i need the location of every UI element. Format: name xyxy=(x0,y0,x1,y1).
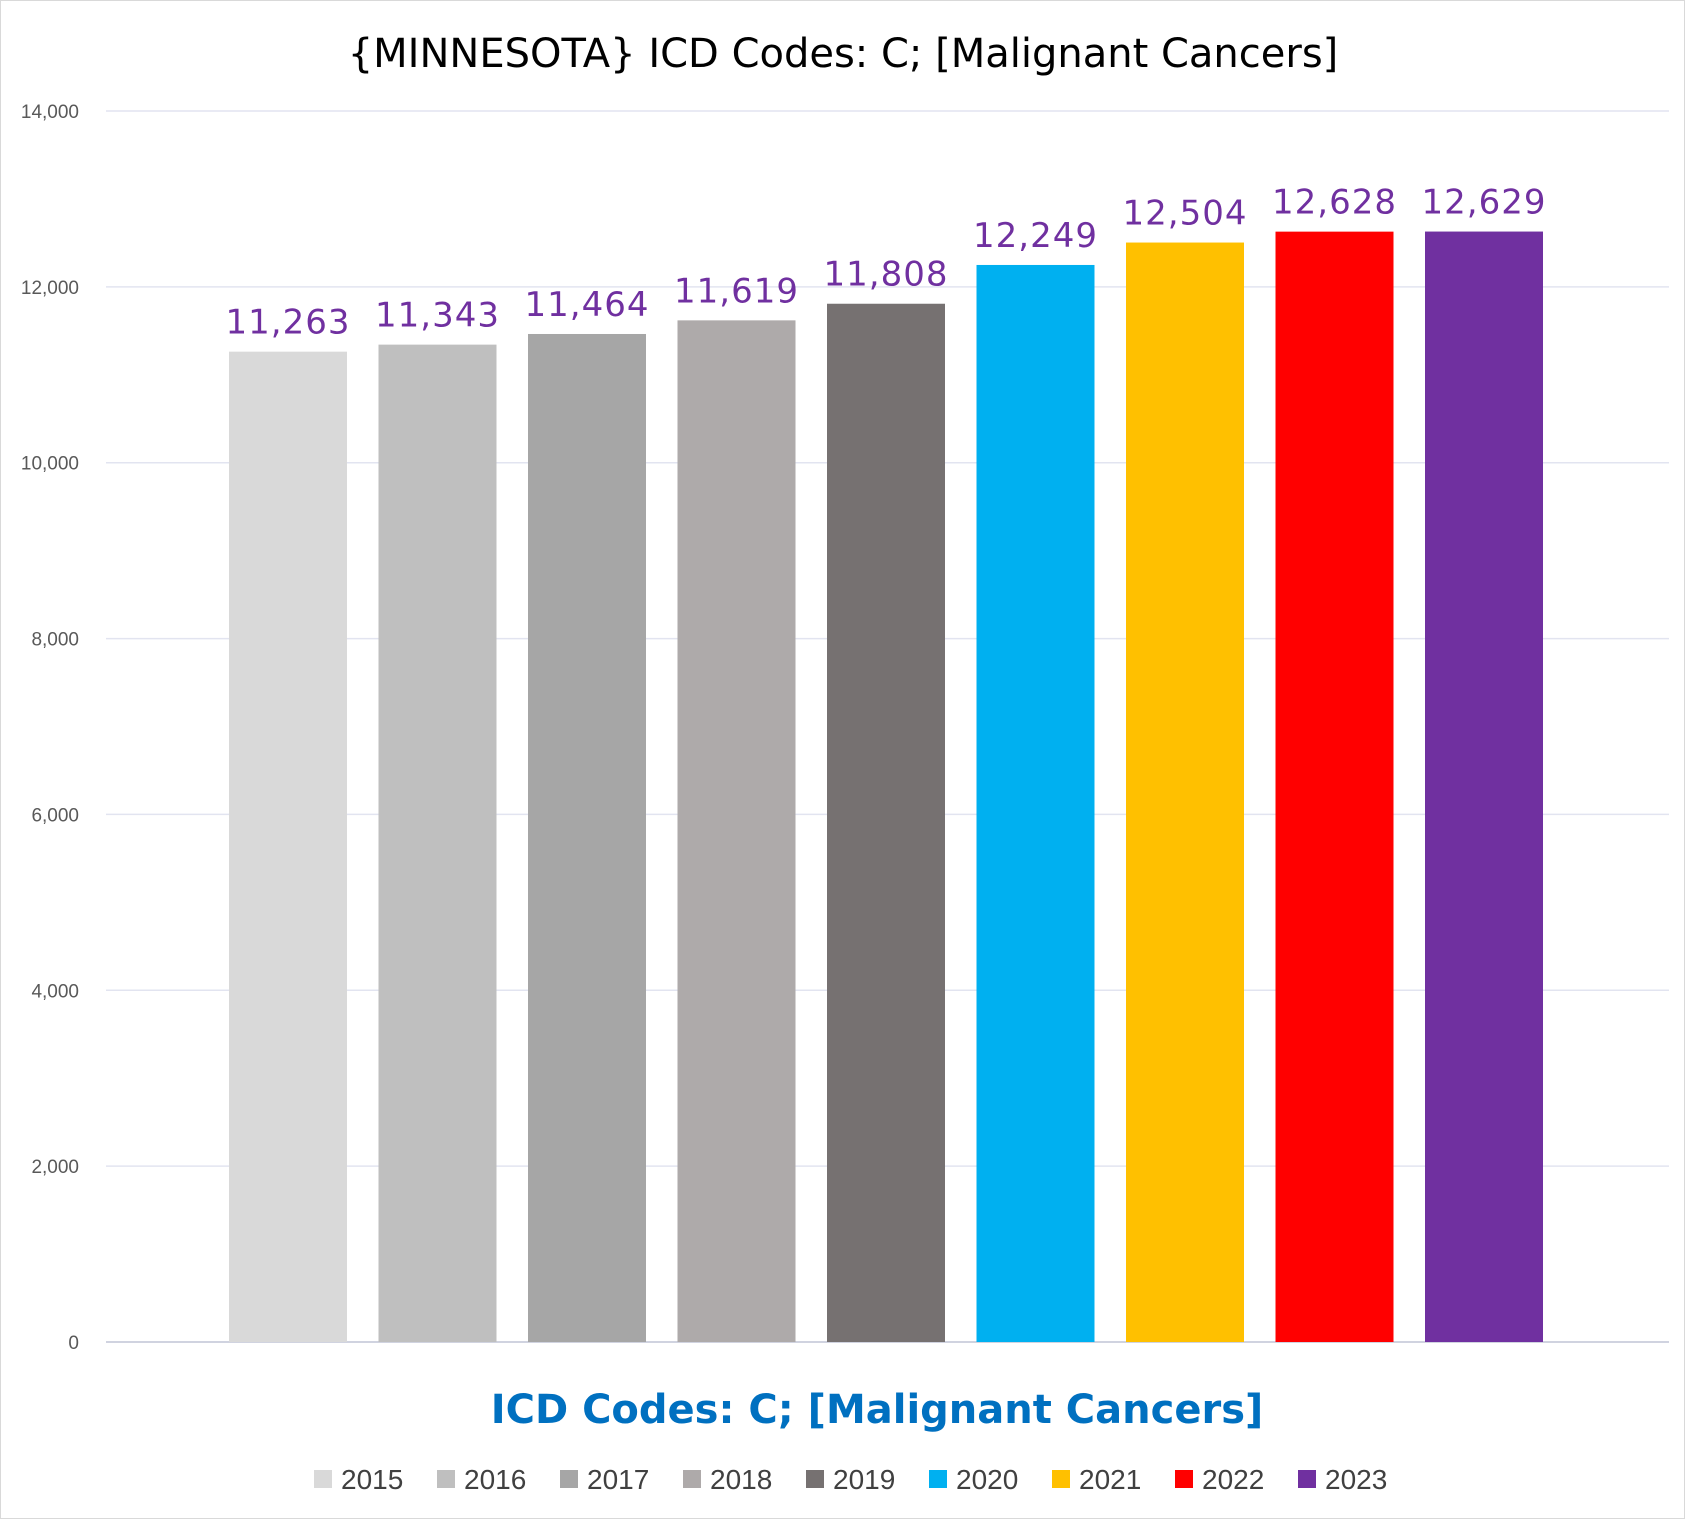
y-tick-label: 8,000 xyxy=(31,630,79,651)
legend-swatch-2022 xyxy=(1175,1470,1193,1488)
y-tick-label: 4,000 xyxy=(31,981,79,1002)
chart-title: {MINNESOTA} ICD Codes: C; [Malignant Can… xyxy=(348,31,1339,77)
legend-swatch-2016 xyxy=(437,1470,455,1488)
legend-swatch-2017 xyxy=(560,1470,578,1488)
legend-label-2016: 2016 xyxy=(464,1464,526,1495)
y-axis-ticks: 0 2,000 4,000 6,000 8,000 10,000 12,000 14,000 xyxy=(21,102,79,1354)
data-label-2015: 11,263 xyxy=(226,303,351,343)
data-label-2017: 11,464 xyxy=(525,285,650,325)
bar-2022 xyxy=(1275,231,1394,1343)
bar-2023 xyxy=(1425,231,1543,1343)
legend-label-2019: 2019 xyxy=(833,1464,895,1495)
legend-swatch-2021 xyxy=(1052,1470,1070,1488)
y-tick-label: 14,000 xyxy=(21,102,79,123)
bar-2017 xyxy=(528,333,646,1343)
y-tick-label: 12,000 xyxy=(21,278,79,299)
bars xyxy=(229,231,1543,1343)
legend-label-2018: 2018 xyxy=(710,1464,772,1495)
legend-swatch-2023 xyxy=(1298,1470,1316,1488)
legend-swatch-2019 xyxy=(806,1470,824,1488)
data-label-2016: 11,343 xyxy=(375,296,500,336)
bar-2021 xyxy=(1126,242,1244,1342)
x-axis-label: ICD Codes: C; [Malignant Cancers] xyxy=(491,1387,1264,1433)
y-tick-label: 0 xyxy=(68,1333,79,1354)
data-label-2018: 11,619 xyxy=(674,271,799,311)
legend-label-2015: 2015 xyxy=(341,1464,403,1495)
data-label-2022: 12,628 xyxy=(1272,183,1397,223)
bar-2016 xyxy=(378,344,497,1342)
y-tick-label: 10,000 xyxy=(21,454,79,475)
y-tick-label: 2,000 xyxy=(31,1157,79,1178)
legend-swatch-2020 xyxy=(929,1470,947,1488)
data-label-2021: 12,504 xyxy=(1123,194,1248,234)
bar-2019 xyxy=(827,303,945,1342)
legend-label-2017: 2017 xyxy=(587,1464,649,1495)
data-label-2019: 11,808 xyxy=(824,255,949,295)
legend-label-2021: 2021 xyxy=(1079,1464,1141,1495)
bar-2018 xyxy=(677,320,796,1343)
bar-2015 xyxy=(229,351,347,1342)
data-label-2020: 12,249 xyxy=(973,216,1098,256)
legend-label-2022: 2022 xyxy=(1202,1464,1264,1495)
data-labels: 11,263 11,343 11,464 11,619 11,808 12,249 12,5… xyxy=(226,183,1547,343)
bar-2020 xyxy=(976,264,1095,1343)
legend-swatch-2018 xyxy=(683,1470,701,1488)
legend-label-2020: 2020 xyxy=(956,1464,1018,1495)
data-label-2023: 12,629 xyxy=(1422,183,1547,223)
legend: 2015 2016 2017 2018 2019 2020 2021 2022 2023 xyxy=(314,1464,1387,1495)
y-tick-label: 6,000 xyxy=(31,805,79,826)
legend-label-2023: 2023 xyxy=(1325,1464,1387,1495)
legend-swatch-2015 xyxy=(314,1470,332,1488)
